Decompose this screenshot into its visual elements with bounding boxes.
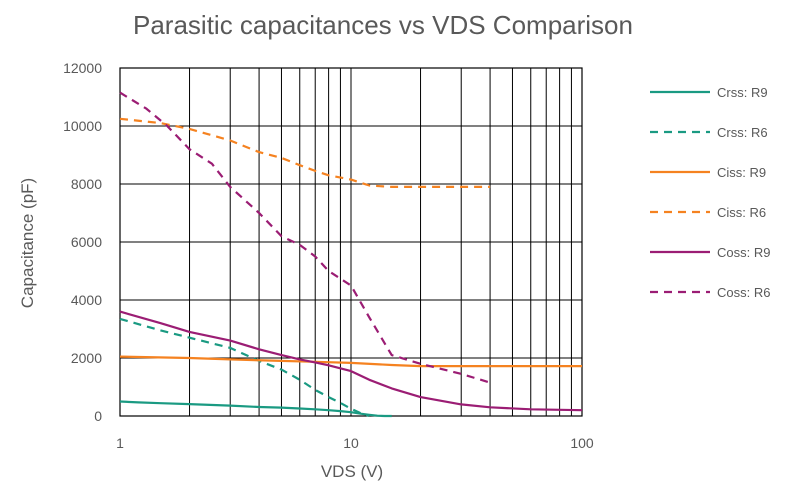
x-tick-label: 100: [570, 435, 594, 451]
y-tick-label: 0: [94, 408, 102, 424]
y-tick-label: 6000: [71, 234, 102, 250]
series-line: [119, 117, 491, 188]
legend-label: Coss: R9: [717, 245, 770, 260]
x-tick-label: 10: [343, 435, 359, 451]
series-line: [119, 317, 370, 418]
y-axis-title: Capacitance (pF): [18, 178, 37, 308]
y-tick-label: 10000: [63, 118, 102, 134]
series-line: [119, 91, 491, 384]
x-axis-ticks: 1 10 100: [116, 435, 594, 451]
y-tick-label: 4000: [71, 292, 102, 308]
y-tick-label: 2000: [71, 350, 102, 366]
y-tick-label: 8000: [71, 176, 102, 192]
series-line: [119, 355, 582, 368]
legend-label: Ciss: R9: [717, 165, 766, 180]
x-axis-title: VDS (V): [321, 462, 383, 481]
x-tick-label: 1: [116, 435, 124, 451]
plot-border: [119, 67, 583, 417]
y-tick-label: 12000: [63, 60, 102, 76]
legend-label: Ciss: R6: [717, 205, 766, 220]
chart-title: Parasitic capacitances vs VDS Comparison: [133, 10, 633, 40]
chart-legend: Crss: R9 Crss: R6 Ciss: R9 Ciss: R6 Coss: R9…: [650, 85, 770, 300]
plot-grid: [119, 67, 583, 417]
legend-label: Crss: R9: [717, 85, 768, 100]
legend-label: Crss: R6: [717, 125, 768, 140]
series-line: [119, 310, 583, 412]
legend-label: Coss: R6: [717, 285, 770, 300]
y-axis-ticks: 0 2000 4000 6000 8000 10000 12000: [63, 60, 102, 424]
series-line: [119, 400, 392, 418]
plot-series: [119, 91, 583, 418]
